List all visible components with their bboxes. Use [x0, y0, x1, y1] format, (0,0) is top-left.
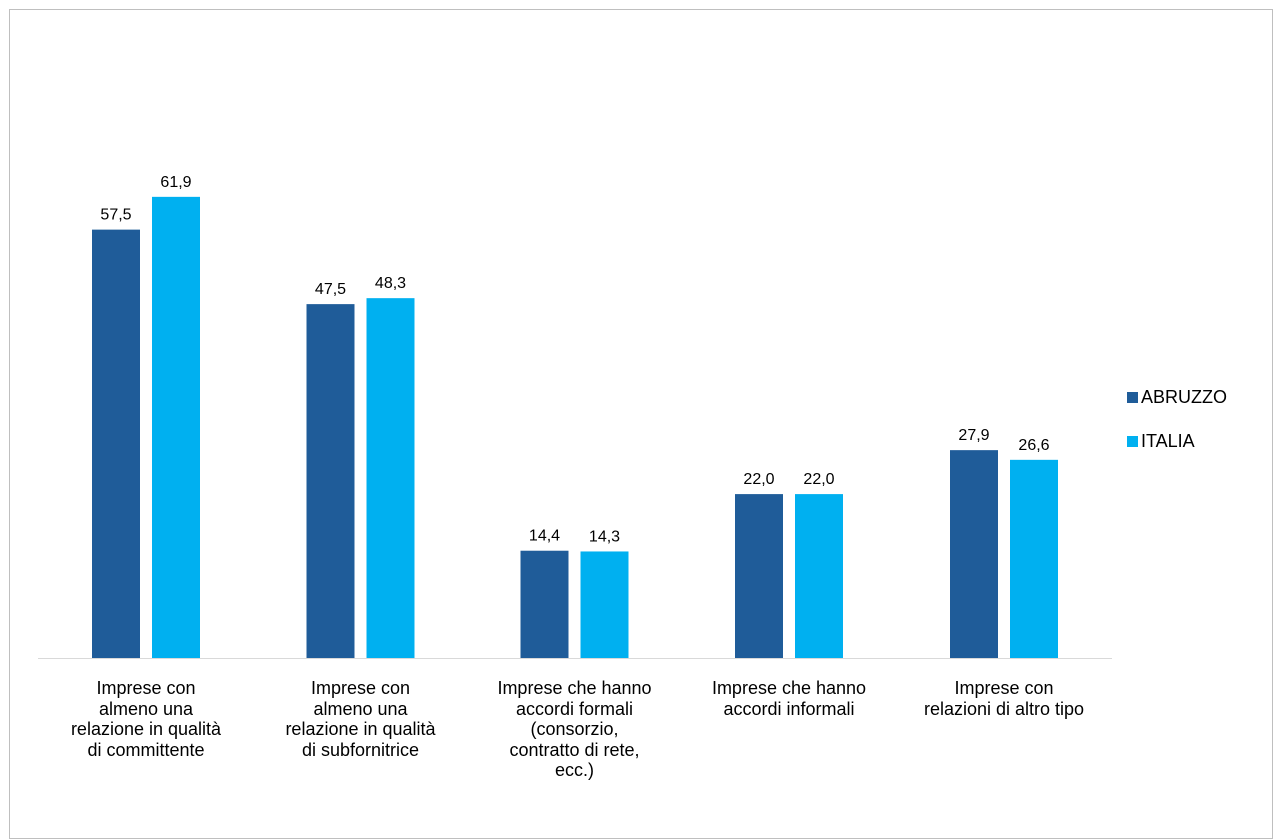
legend: ABRUZZO ITALIA — [1127, 386, 1227, 474]
category-label-0: Imprese con almeno una relazione in qual… — [70, 678, 222, 760]
data-label-italia-4: 26,6 — [1018, 437, 1049, 454]
legend-swatch-abruzzo — [1127, 391, 1138, 403]
bar-abruzzo-3 — [735, 494, 783, 658]
category-label-2: Imprese che hanno accordi formali (conso… — [497, 678, 652, 780]
bar-chart: 57,5 47,5 14,4 22,0 27,9 61,9 48,3 14,3 22,0 26,6 — [38, 174, 1112, 659]
category-label-3: Imprese che hanno accordi informali — [711, 678, 867, 719]
legend-label-abruzzo: ABRUZZO — [1141, 386, 1228, 407]
bar-italia-4 — [1010, 459, 1058, 658]
data-label-abruzzo-2: 14,4 — [529, 528, 560, 545]
bar-italia-3 — [795, 494, 843, 658]
data-label-italia-3: 22,0 — [803, 471, 834, 488]
bar-abruzzo-0 — [92, 229, 140, 658]
bar-abruzzo-2 — [520, 550, 569, 658]
data-label-abruzzo-0: 57,5 — [100, 207, 131, 224]
data-label-italia-2: 14,3 — [589, 528, 620, 545]
bar-italia-0 — [152, 196, 200, 658]
data-label-abruzzo-1: 47,5 — [315, 281, 346, 298]
legend-swatch-italia — [1127, 435, 1138, 447]
bar-abruzzo-1 — [306, 304, 355, 658]
bar-abruzzo-4 — [950, 450, 998, 658]
data-label-abruzzo-3: 22,0 — [743, 471, 774, 488]
data-label-abruzzo-4: 27,9 — [958, 427, 989, 444]
legend-item-abruzzo: ABRUZZO — [1127, 386, 1227, 408]
chart-frame — [9, 9, 1273, 839]
legend-item-italia: ITALIA — [1127, 430, 1227, 452]
legend-label-italia: ITALIA — [1141, 430, 1195, 451]
category-label-4: Imprese con relazioni di altro tipo — [923, 678, 1085, 719]
data-label-italia-0: 61,9 — [160, 174, 191, 191]
category-label-1: Imprese con almeno una relazione in qual… — [285, 678, 436, 760]
bar-italia-1 — [366, 298, 415, 658]
data-label-italia-1: 48,3 — [375, 275, 406, 292]
bar-italia-2 — [580, 551, 629, 658]
